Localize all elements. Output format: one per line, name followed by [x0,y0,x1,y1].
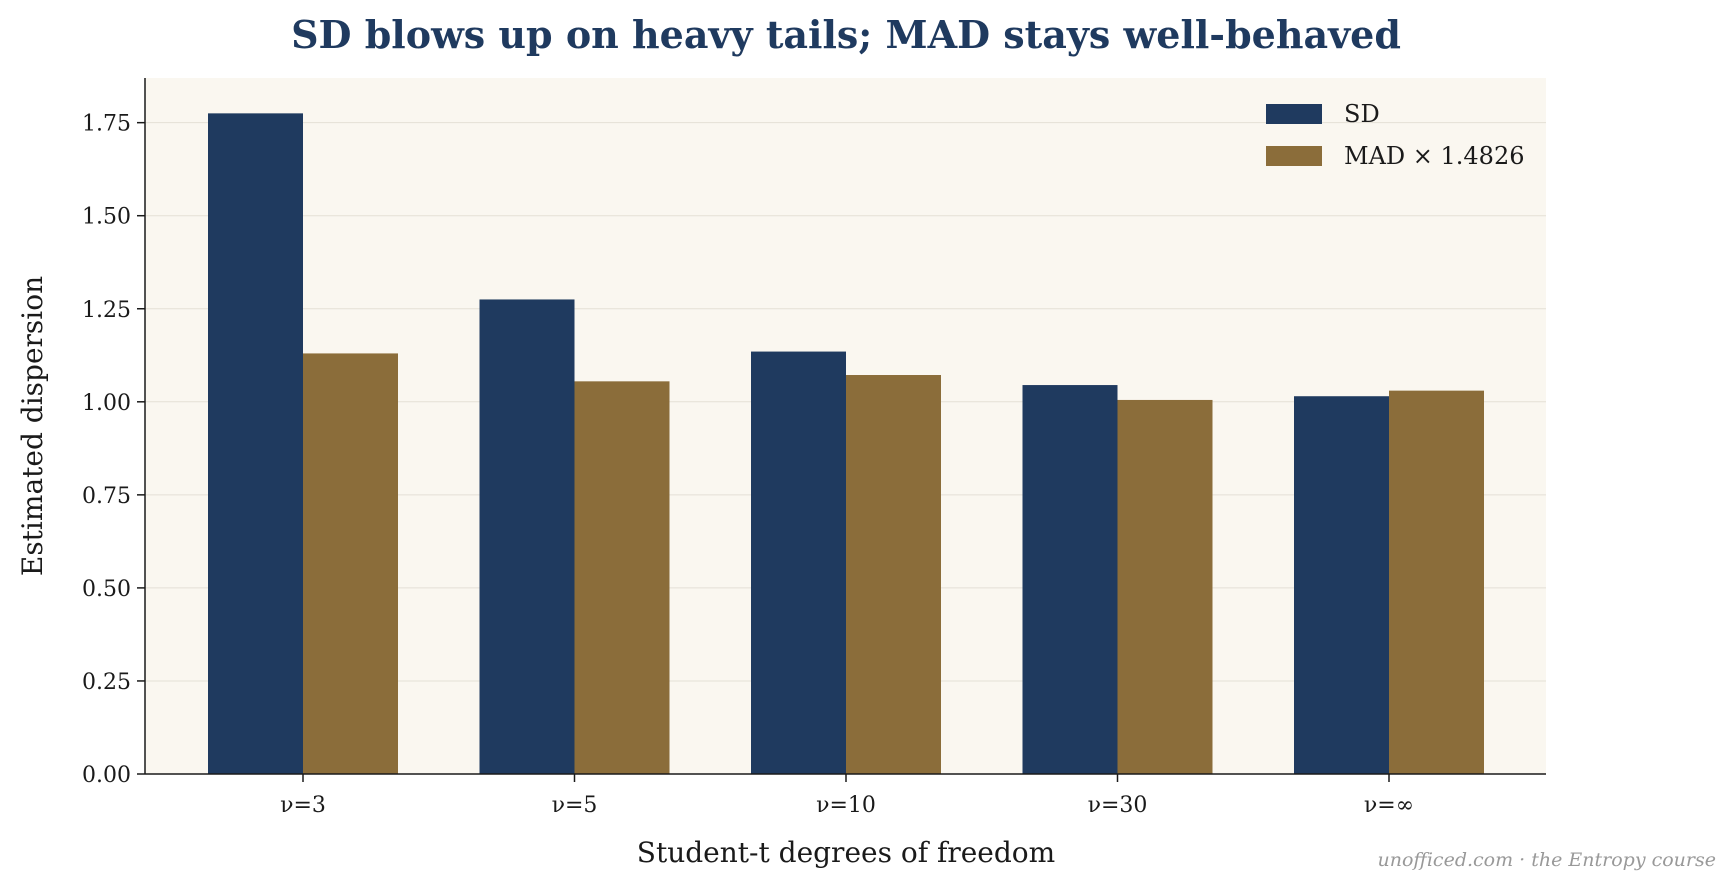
y-tick-label: 1.25 [82,298,131,323]
x-axis-label: Student-t degrees of freedom [637,836,1055,869]
x-tick-label: ν=5 [552,793,598,818]
bar-sd [1294,396,1389,774]
y-tick-label: 1.00 [82,391,131,416]
bars [208,113,1484,775]
x-tick-label: ν=3 [280,793,326,818]
legend: SD MAD × 1.4826 [1266,100,1525,170]
bar-mad [1389,390,1484,774]
y-tick-label: 0.00 [82,763,131,788]
legend-label-mad: MAD × 1.4826 [1344,142,1525,170]
tick-labels: 0.00 0.25 0.50 0.75 1.00 1.25 1.50 1.75 ν=3 ν=5 ν=… [82,112,1414,818]
y-axis-label: Estimated dispersion [16,276,49,576]
x-tick-label: ν=10 [816,793,876,818]
bar-sd [479,299,575,774]
x-tick-label: ν=30 [1088,793,1148,818]
bar-mad [303,353,398,774]
legend-swatch-mad [1266,146,1322,166]
legend-label-sd: SD [1344,100,1380,128]
bar-sd [208,113,303,775]
legend-swatch-sd [1266,104,1322,124]
bar-mad [846,375,941,774]
chart-title: SD blows up on heavy tails; MAD stays we… [291,12,1401,57]
bar-sd [751,351,846,774]
axes [137,78,1546,782]
x-tick-label: ν=∞ [1364,793,1414,818]
bar-mad [574,381,670,774]
y-tick-label: 0.75 [82,484,131,509]
y-tick-label: 1.75 [82,112,131,137]
y-tick-label: 0.25 [82,670,131,695]
y-tick-label: 0.50 [82,577,131,602]
y-tick-label: 1.50 [82,205,131,230]
bar-mad [1117,399,1213,774]
footer-credit: unofficed.com · the Entropy course [1377,849,1716,871]
bar-sd [1022,385,1118,774]
